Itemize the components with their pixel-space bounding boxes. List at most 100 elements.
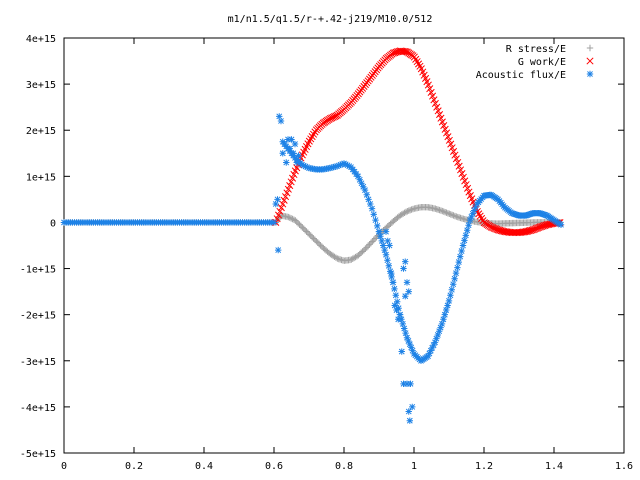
legend-label: R stress/E bbox=[506, 44, 566, 55]
data-point bbox=[385, 262, 392, 269]
legend-marker bbox=[586, 44, 594, 52]
data-point bbox=[448, 286, 455, 293]
data-point bbox=[403, 380, 411, 388]
data-point bbox=[399, 320, 406, 328]
data-point bbox=[363, 244, 370, 251]
data-point bbox=[293, 218, 300, 226]
data-point bbox=[496, 226, 504, 234]
series-g-work-e bbox=[272, 47, 564, 237]
data-point bbox=[286, 214, 293, 221]
data-point bbox=[366, 241, 373, 248]
x-tick-label: 1.2 bbox=[475, 461, 493, 472]
data-point bbox=[287, 178, 295, 186]
data-point bbox=[524, 227, 532, 235]
plot-area bbox=[60, 47, 565, 424]
data-point bbox=[297, 222, 305, 230]
data-point bbox=[304, 164, 311, 171]
legend-marker bbox=[586, 57, 594, 65]
data-point bbox=[380, 242, 387, 249]
chart-title: m1/n1.5/q1.5/r-+.42-j219/M10.0/512 bbox=[228, 14, 433, 25]
data-point bbox=[299, 224, 306, 231]
data-point bbox=[360, 183, 367, 190]
data-point bbox=[459, 242, 467, 249]
data-point bbox=[304, 229, 312, 237]
data-point bbox=[361, 186, 369, 194]
data-point bbox=[408, 344, 415, 351]
data-point bbox=[382, 228, 390, 235]
data-point bbox=[401, 209, 408, 217]
data-point bbox=[464, 227, 471, 234]
data-point bbox=[451, 275, 458, 282]
data-point bbox=[344, 162, 351, 169]
data-point bbox=[307, 232, 314, 239]
y-tick-label: 2e+15 bbox=[26, 126, 56, 137]
data-point bbox=[434, 107, 442, 115]
data-point bbox=[469, 210, 476, 217]
y-tick-label: -2e+15 bbox=[20, 311, 56, 322]
data-point bbox=[427, 88, 435, 96]
x-tick-label: 1.6 bbox=[615, 461, 633, 472]
data-point bbox=[370, 236, 377, 244]
data-point bbox=[472, 204, 479, 211]
data-point bbox=[522, 228, 530, 236]
data-point bbox=[557, 221, 565, 228]
data-point bbox=[405, 288, 412, 295]
data-point bbox=[275, 246, 282, 254]
data-point bbox=[437, 324, 444, 331]
data-point bbox=[375, 228, 383, 235]
data-point bbox=[446, 210, 453, 218]
x-tick-label: 0.4 bbox=[195, 461, 213, 472]
data-point bbox=[443, 209, 450, 216]
data-point bbox=[392, 292, 399, 299]
data-point bbox=[442, 129, 451, 137]
data-point bbox=[367, 200, 374, 208]
data-point bbox=[303, 228, 310, 235]
data-point bbox=[287, 215, 295, 222]
data-point bbox=[371, 235, 379, 242]
data-point bbox=[447, 140, 455, 148]
data-point bbox=[339, 160, 346, 168]
x-tick-label: 1 bbox=[411, 461, 417, 472]
data-point bbox=[438, 320, 446, 328]
data-point bbox=[284, 185, 292, 193]
x-tick-label: 0.2 bbox=[125, 461, 143, 472]
data-point bbox=[440, 122, 448, 130]
data-point bbox=[451, 151, 459, 159]
data-point bbox=[448, 144, 456, 152]
data-point bbox=[342, 161, 349, 168]
data-point bbox=[391, 302, 398, 309]
data-point bbox=[458, 247, 465, 255]
data-point bbox=[388, 273, 395, 281]
data-point bbox=[281, 140, 288, 148]
data-point bbox=[286, 182, 294, 190]
data-point bbox=[285, 213, 292, 221]
data-point bbox=[300, 225, 307, 232]
data-point bbox=[426, 85, 434, 93]
data-point bbox=[494, 226, 502, 234]
data-point bbox=[394, 298, 401, 305]
x-tick-label: 0 bbox=[61, 461, 67, 472]
data-point bbox=[408, 206, 415, 213]
data-point bbox=[286, 145, 293, 152]
data-point bbox=[447, 292, 454, 299]
data-point bbox=[519, 228, 528, 236]
data-point bbox=[283, 189, 291, 197]
data-point bbox=[455, 162, 463, 170]
data-point bbox=[433, 103, 441, 111]
data-point bbox=[388, 269, 395, 277]
data-point bbox=[452, 155, 460, 163]
data-point bbox=[308, 233, 316, 241]
data-point bbox=[405, 408, 412, 415]
legend-marker bbox=[586, 70, 594, 78]
data-point bbox=[295, 152, 302, 159]
data-point bbox=[400, 265, 407, 272]
data-point bbox=[288, 136, 295, 143]
data-point bbox=[360, 246, 368, 254]
data-point bbox=[382, 251, 390, 258]
data-point bbox=[545, 220, 553, 228]
axes: 0 0.2 0.4 0.6 0.8 1 1.2 1.4 1.6 4e+15 3e+15 2e+15 1e… bbox=[20, 34, 633, 472]
data-point bbox=[373, 233, 380, 241]
data-point bbox=[310, 235, 317, 242]
data-point bbox=[384, 237, 391, 245]
data-point bbox=[455, 258, 462, 266]
